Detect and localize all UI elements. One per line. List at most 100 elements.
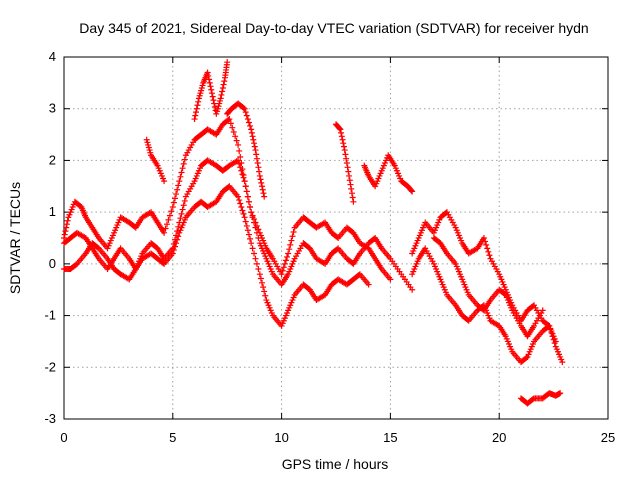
- data-point: [235, 193, 242, 200]
- data-point: [256, 271, 263, 278]
- data-point: [523, 354, 530, 361]
- data-point: [225, 116, 232, 123]
- data-point: [243, 112, 250, 119]
- data-point: [278, 271, 285, 278]
- data-point: [239, 171, 246, 178]
- data-point: [346, 172, 353, 179]
- y-tick-label: 1: [49, 204, 56, 219]
- data-point: [251, 140, 258, 147]
- data-point: [210, 97, 217, 104]
- data-point: [226, 116, 233, 123]
- data-point: [170, 247, 177, 254]
- data-point: [248, 126, 255, 133]
- data-point: [249, 214, 256, 221]
- data-point: [180, 202, 187, 209]
- data-point: [245, 198, 252, 205]
- data-point: [242, 109, 249, 116]
- data-point: [253, 151, 260, 158]
- data-point: [365, 281, 372, 288]
- data-point: [240, 210, 247, 217]
- data-point: [255, 235, 262, 241]
- data-point: [227, 120, 234, 127]
- y-tick-label: -2: [44, 359, 56, 374]
- data-point: [252, 147, 259, 154]
- data-point: [208, 90, 215, 97]
- data-point: [236, 197, 243, 204]
- data-point: [340, 140, 347, 147]
- series-track-7: [333, 121, 357, 205]
- data-point: [256, 172, 263, 179]
- data-point: [208, 86, 215, 93]
- data-point: [205, 72, 212, 79]
- data-point: [244, 193, 251, 200]
- data-point: [349, 194, 356, 201]
- data-point: [240, 104, 247, 111]
- data-point: [171, 243, 178, 250]
- data-point: [206, 79, 213, 86]
- data-point: [484, 245, 491, 252]
- series-track-11: [430, 235, 546, 340]
- y-tick-label: -1: [44, 308, 56, 323]
- x-tick-label: 10: [274, 430, 288, 445]
- data-point: [191, 116, 198, 123]
- data-point: [242, 183, 249, 190]
- data-point: [259, 186, 266, 193]
- data-point: [174, 236, 181, 243]
- data-point: [237, 200, 244, 207]
- chart-title: Day 345 of 2021, Sidereal Day-to-day VTE…: [79, 20, 588, 36]
- data-point: [253, 155, 260, 162]
- data-point: [289, 233, 296, 240]
- data-point: [339, 136, 346, 143]
- x-axis-label: GPS time / hours: [282, 456, 389, 472]
- data-point: [336, 125, 343, 132]
- data-point: [253, 229, 260, 236]
- data-point: [253, 260, 260, 267]
- axis-ticks: 0 5 10 15 20 25 -3 -2 -1 0 1 2 3 4: [44, 49, 615, 445]
- series-track-3: [61, 183, 372, 329]
- series-track-10: [409, 245, 559, 366]
- data-point: [179, 206, 186, 213]
- data-point: [254, 160, 261, 167]
- data-point: [279, 267, 286, 274]
- data-point: [170, 199, 177, 206]
- data-point: [257, 176, 264, 183]
- data-point: [345, 168, 352, 175]
- x-tick-label: 5: [169, 430, 176, 445]
- series-track-9: [409, 209, 566, 366]
- data-point: [211, 100, 218, 107]
- data-point: [552, 338, 559, 345]
- data-point: [193, 109, 200, 116]
- series-track-1: [61, 116, 394, 283]
- data-point: [261, 193, 268, 200]
- data-point: [217, 95, 224, 102]
- data-point: [244, 116, 251, 123]
- data-point: [61, 235, 67, 241]
- data-point: [257, 275, 264, 282]
- data-point: [259, 183, 266, 190]
- data-point: [233, 137, 240, 144]
- data-point: [192, 112, 199, 119]
- data-point: [409, 188, 416, 195]
- data-point: [338, 133, 345, 140]
- data-point: [480, 235, 487, 241]
- data-point: [242, 218, 249, 225]
- data-point: [230, 128, 237, 135]
- data-point: [255, 266, 262, 273]
- data-point: [243, 188, 250, 195]
- data-point: [343, 155, 350, 162]
- data-point: [169, 203, 176, 210]
- data-point: [63, 221, 70, 228]
- data-point: [290, 228, 297, 235]
- data-point: [483, 241, 490, 248]
- data-point: [241, 214, 248, 221]
- data-points: [61, 59, 566, 407]
- data-point: [539, 307, 546, 314]
- data-point: [175, 223, 182, 230]
- data-point: [409, 286, 416, 293]
- data-point: [237, 153, 244, 160]
- data-point: [165, 216, 172, 223]
- y-tick-label: -3: [44, 411, 56, 426]
- data-point: [337, 126, 344, 133]
- data-point: [204, 69, 211, 76]
- data-point: [169, 250, 176, 257]
